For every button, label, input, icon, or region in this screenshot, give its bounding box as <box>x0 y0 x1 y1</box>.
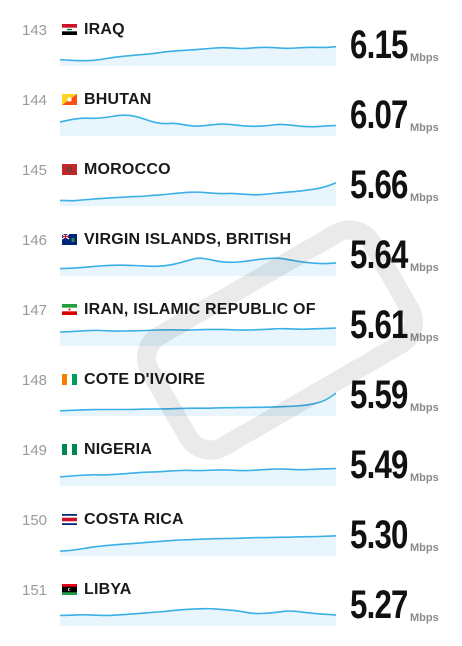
country-name: VIRGIN ISLANDS, BRITISH <box>84 231 292 248</box>
country-name: COSTA RICA <box>84 511 184 528</box>
bhutan-flag-icon <box>62 94 77 105</box>
speed-trend-sparkline <box>60 114 336 136</box>
sparkline-line <box>60 467 336 478</box>
sparkline-line <box>60 45 336 62</box>
speed-trend-sparkline <box>60 45 336 66</box>
speed-unit-label: Mbps <box>410 402 439 414</box>
ranking-row: 143 IRAQ 6.15 Mbps <box>0 6 462 76</box>
download-speed-value: 5.61 <box>350 303 408 347</box>
ranking-row: 147 IRAN, ISLAMIC REPUBLIC OF 5.61 Mbps <box>0 286 462 356</box>
virgin-islands-british-flag-icon <box>62 234 77 245</box>
sparkline-line <box>60 327 336 333</box>
speed-trend-sparkline <box>60 327 336 346</box>
country-name: IRAQ <box>84 21 125 38</box>
sparkline-line <box>60 114 336 128</box>
country-name: NIGERIA <box>84 441 153 458</box>
rank-number: 145 <box>22 162 48 179</box>
libya-flag-icon <box>62 584 77 595</box>
download-speed-value: 5.64 <box>350 233 408 277</box>
country-name: IRAN, ISLAMIC REPUBLIC OF <box>84 301 316 318</box>
iraq-flag-icon <box>62 24 77 35</box>
speed-unit-label: Mbps <box>410 52 439 64</box>
country-name: COTE D'IVOIRE <box>84 371 206 388</box>
sparkline-area <box>60 328 336 346</box>
ranking-row: 145 MOROCCO 5.66 Mbps <box>0 146 462 216</box>
speed-trend-sparkline <box>60 182 336 206</box>
speed-unit-label: Mbps <box>410 122 439 134</box>
sparkline-area <box>60 535 336 556</box>
rank-number: 151 <box>22 582 48 599</box>
speed-unit-label: Mbps <box>410 192 439 204</box>
rank-number: 150 <box>22 512 48 529</box>
sparkline-area <box>60 115 336 136</box>
sparkline-line <box>60 257 336 270</box>
speed-trend-sparkline <box>60 467 336 486</box>
nigeria-flag-icon <box>62 444 77 455</box>
speed-trend-sparkline <box>60 257 336 276</box>
sparkline-line <box>60 392 336 412</box>
sparkline-area <box>60 468 336 486</box>
sparkline-area <box>60 258 336 276</box>
sparkline-area <box>60 182 336 206</box>
costa-rica-flag-icon <box>62 514 77 525</box>
ranking-row: 149 NIGERIA 5.49 Mbps <box>0 426 462 496</box>
download-speed-value: 5.59 <box>350 373 408 417</box>
speed-trend-sparkline <box>60 535 336 556</box>
download-speed-value: 5.66 <box>350 163 408 207</box>
rank-number: 148 <box>22 372 48 389</box>
cote-divoire-flag-icon <box>62 374 77 385</box>
speed-unit-label: Mbps <box>410 472 439 484</box>
speed-unit-label: Mbps <box>410 332 439 344</box>
country-name: LIBYA <box>84 581 132 598</box>
ranking-row: 146 VIRGIN ISLANDS, BRITISH 5.64 Mbps <box>0 216 462 286</box>
rank-number: 146 <box>22 232 48 249</box>
sparkline-area <box>60 608 336 626</box>
speed-unit-label: Mbps <box>410 262 439 274</box>
rank-number: 147 <box>22 302 48 319</box>
ranking-row: 148 COTE D'IVOIRE 5.59 Mbps <box>0 356 462 426</box>
download-speed-value: 5.30 <box>350 513 408 557</box>
country-name: BHUTAN <box>84 91 152 108</box>
sparkline-line <box>60 607 336 617</box>
sparkline-line <box>60 535 336 552</box>
download-speed-value: 5.49 <box>350 443 408 487</box>
download-speed-value: 6.07 <box>350 93 408 137</box>
speed-trend-sparkline <box>60 607 336 626</box>
rank-number: 143 <box>22 22 48 39</box>
morocco-flag-icon <box>62 164 77 175</box>
country-name: MOROCCO <box>84 161 171 178</box>
ranking-row: 150 COSTA RICA 5.30 Mbps <box>0 496 462 566</box>
sparkline-area <box>60 46 336 66</box>
ranking-row: 151 LIBYA 5.27 Mbps <box>0 566 462 636</box>
iran-flag-icon <box>62 304 77 315</box>
speed-trend-sparkline <box>60 392 336 416</box>
download-speed-value: 5.27 <box>350 583 408 627</box>
rank-number: 149 <box>22 442 48 459</box>
sparkline-area <box>60 393 336 416</box>
rank-number: 144 <box>22 92 48 109</box>
download-speed-value: 6.15 <box>350 23 408 67</box>
ranking-row: 144 BHUTAN 6.07 Mbps <box>0 76 462 146</box>
speed-unit-label: Mbps <box>410 612 439 624</box>
speed-unit-label: Mbps <box>410 542 439 554</box>
sparkline-line <box>60 182 336 202</box>
